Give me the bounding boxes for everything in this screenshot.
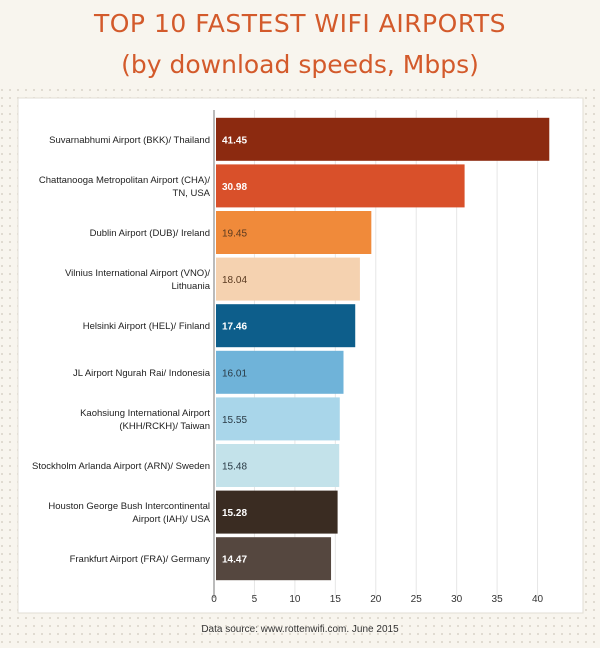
bar-value-label: 41.45	[222, 135, 247, 146]
chart-title: TOP 10 FASTEST WIFI AIRPORTS	[93, 9, 507, 38]
bar-value-label: 15.55	[222, 415, 247, 426]
x-tick-label: 40	[532, 594, 544, 605]
category-label: Houston George Bush Intercontinental Airp…	[48, 501, 210, 525]
category-label: Suvarnabhumi Airport (BKK)/ Thailand	[49, 135, 210, 146]
category-label: Frankfurt Airport (FRA)/ Germany	[70, 554, 211, 565]
bar-value-label: 16.01	[222, 368, 247, 379]
bars: 41.45 30.98 19.45 18.04 17.46 16.01 15.55 15.48…	[216, 117, 550, 581]
bar-value-label: 30.98	[222, 182, 247, 193]
category-labels: Suvarnabhumi Airport (BKK)/ Thailand Chat…	[32, 135, 211, 565]
x-tick-label: 5	[252, 594, 258, 605]
category-label: JL Airport Ngurah Rai/ Indonesia	[73, 368, 211, 379]
bar	[216, 490, 338, 534]
bar	[216, 350, 344, 394]
x-tick-label: 20	[370, 594, 382, 605]
bar	[216, 117, 550, 161]
bar	[216, 257, 360, 301]
category-label: Helsinki Airport (HEL)/ Finland	[83, 321, 210, 332]
x-tick-label: 15	[330, 594, 342, 605]
bar-value-label: 15.48	[222, 462, 247, 473]
x-tick-labels: 0 5 10 15 20 25 30 35 40	[211, 594, 543, 605]
bar-value-label: 19.45	[222, 229, 247, 240]
data-source-note: Data source: www.rottenwifi.com. June 20…	[201, 624, 399, 635]
bar-value-label: 15.28	[222, 508, 247, 519]
bar-value-label: 17.46	[222, 322, 247, 333]
category-label: Stockholm Arlanda Airport (ARN)/ Sweden	[32, 461, 210, 472]
bar	[216, 397, 340, 441]
category-label: Vilnius International Airport (VNO)/Lith…	[65, 268, 211, 292]
chart-subtitle: (by download speeds, Mbps)	[121, 50, 479, 79]
bar	[216, 211, 372, 254]
bar	[216, 164, 465, 208]
x-tick-label: 30	[451, 594, 463, 605]
bar	[216, 444, 340, 487]
bar	[216, 537, 332, 581]
category-label: Dublin Airport (DUB)/ Ireland	[90, 228, 210, 239]
bar-value-label: 18.04	[222, 275, 247, 286]
x-tick-label: 0	[211, 594, 217, 605]
bar	[216, 304, 356, 348]
x-tick-label: 25	[411, 594, 423, 605]
x-tick-label: 10	[289, 594, 301, 605]
category-label: Chattanooga Metropolitan Airport (CHA)/T…	[39, 175, 211, 199]
bar-value-label: 14.47	[222, 555, 247, 566]
category-label: Kaohsiung International Airport (KHH/RCKH…	[80, 408, 210, 432]
x-tick-label: 35	[492, 594, 504, 605]
